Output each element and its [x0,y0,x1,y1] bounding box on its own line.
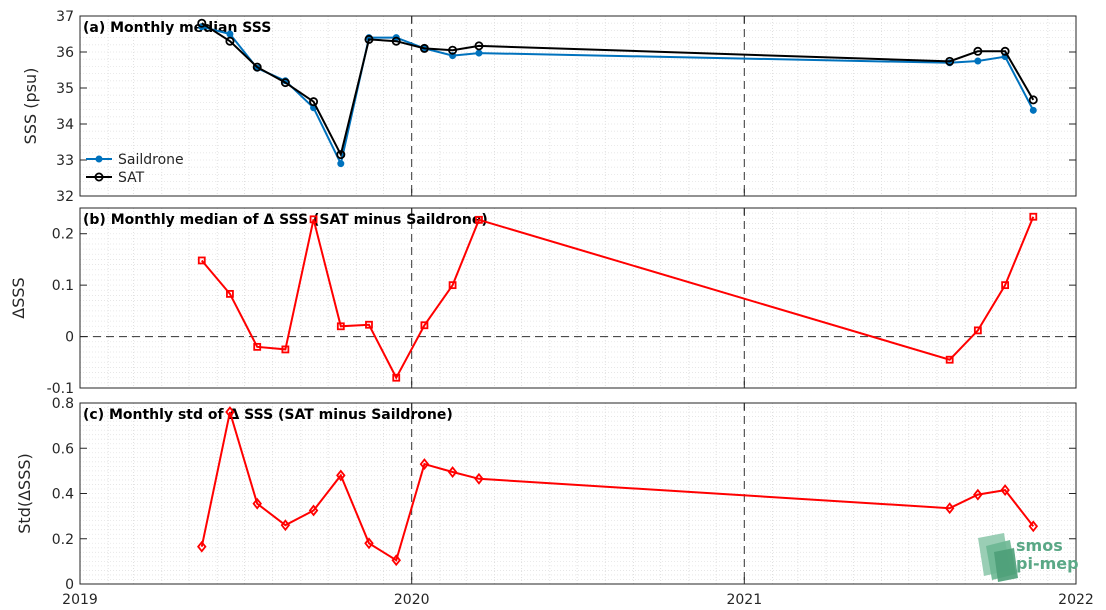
x-tick-label: 2021 [726,592,762,608]
data-point [309,97,319,107]
data-point [391,36,401,46]
panel-title: (b) Monthly median of Δ SSS (SAT minus S… [83,212,488,228]
data-point [281,345,290,354]
logo-line2: pi-mep [1016,554,1079,573]
data-point [253,342,262,351]
data-point [448,45,458,55]
data-point [391,554,402,567]
x-tick-label: 2022 [1058,592,1094,608]
y-tick-label: 33 [56,153,74,169]
y-tick-label: 34 [56,117,74,133]
data-point [226,30,234,38]
data-point [1001,281,1010,290]
y-tick-label: 36 [56,45,74,61]
x-tick-label: 2019 [62,592,98,608]
series-delta [197,406,1039,567]
data-point [280,78,290,88]
grid [80,403,1076,584]
grid [80,16,1076,196]
data-point [475,215,483,224]
series-line [201,22,1035,158]
data-point [945,56,955,66]
data-point [364,537,374,550]
y-tick-label: 0 [65,577,74,593]
y-tick-label: 0.4 [52,487,74,503]
data-point [419,458,430,471]
panel-1: 32 33 34 35 36 37 SSS (psu) (a) Monthly median … [21,9,1077,205]
data-point [225,406,235,418]
panel-title: (a) Monthly median SSS [83,20,271,36]
y-axis-label: ΔSSS [9,277,28,318]
data-point [308,504,319,517]
legend-marker [95,155,103,163]
data-point [973,46,983,56]
legend-label: SAT [118,170,145,186]
y-tick-label: 35 [56,81,74,97]
data-point [226,289,234,298]
data-point [973,326,982,335]
data-point [336,150,346,160]
y-axis-label: SSS (psu) [21,68,40,145]
y-tick-label: 0 [65,330,74,346]
panel-2: -0.1 0 0.1 0.2 ΔSSS (b) Monthly median of Δ S… [9,207,1077,397]
data-point [474,472,484,485]
data-point [280,519,291,532]
panel-title: (c) Monthly std of Δ SSS (SAT minus Sail… [83,407,453,423]
series-line [200,411,1035,562]
series-delta [197,212,1038,382]
legend-marker [94,172,104,182]
data-point [336,469,346,482]
data-point [252,62,262,72]
panel-3: 0 0.2 0.4 0.6 0.8 2019 2020 2021 2022 Std(ΔSSS) (c… [15,396,1094,608]
data-point [1028,95,1038,105]
y-tick-label: 0.2 [52,532,74,548]
legend: Saildrone SAT [86,152,184,186]
data-point [973,488,983,501]
series-sat [197,18,1038,160]
logo-line1: smos [1016,536,1063,555]
data-point [448,281,457,290]
data-point [336,322,345,331]
data-point [1029,212,1038,221]
data-point [225,36,235,46]
data-point [1029,106,1037,114]
axes-frame [79,207,1077,389]
data-point [1000,46,1010,56]
data-point [474,41,484,51]
data-point [974,57,982,65]
data-point [364,34,374,44]
y-tick-label: 0.2 [52,227,74,243]
data-point [197,540,207,553]
data-point [309,215,318,224]
data-point [419,43,429,53]
data-point [1000,484,1010,497]
y-tick-label: 32 [56,189,74,205]
data-point [475,49,483,57]
data-point [392,373,401,382]
y-tick-label: -0.1 [47,381,74,397]
y-tick-label: 37 [56,9,74,25]
legend-label: Saildrone [118,152,184,168]
data-point [197,18,207,28]
axes-frame [79,15,1077,197]
y-axis-label: Std(ΔSSS) [15,453,34,533]
y-tick-label: 0.8 [52,396,74,412]
y-tick-label: 0.6 [52,441,74,457]
data-point [944,502,955,515]
y-tick-label: 0.1 [52,278,74,294]
data-point [447,466,458,478]
data-point [1028,520,1039,533]
data-point [420,321,429,330]
x-tick-label: 2020 [394,592,430,608]
data-point [252,497,262,510]
series-line [201,216,1035,380]
data-point [197,256,206,265]
data-point [945,355,954,364]
data-point [337,160,345,168]
logo-emblem-icon [978,533,1018,582]
smos-pi-mep-logo: smos pi-mep [978,533,1079,582]
data-point [365,320,373,329]
